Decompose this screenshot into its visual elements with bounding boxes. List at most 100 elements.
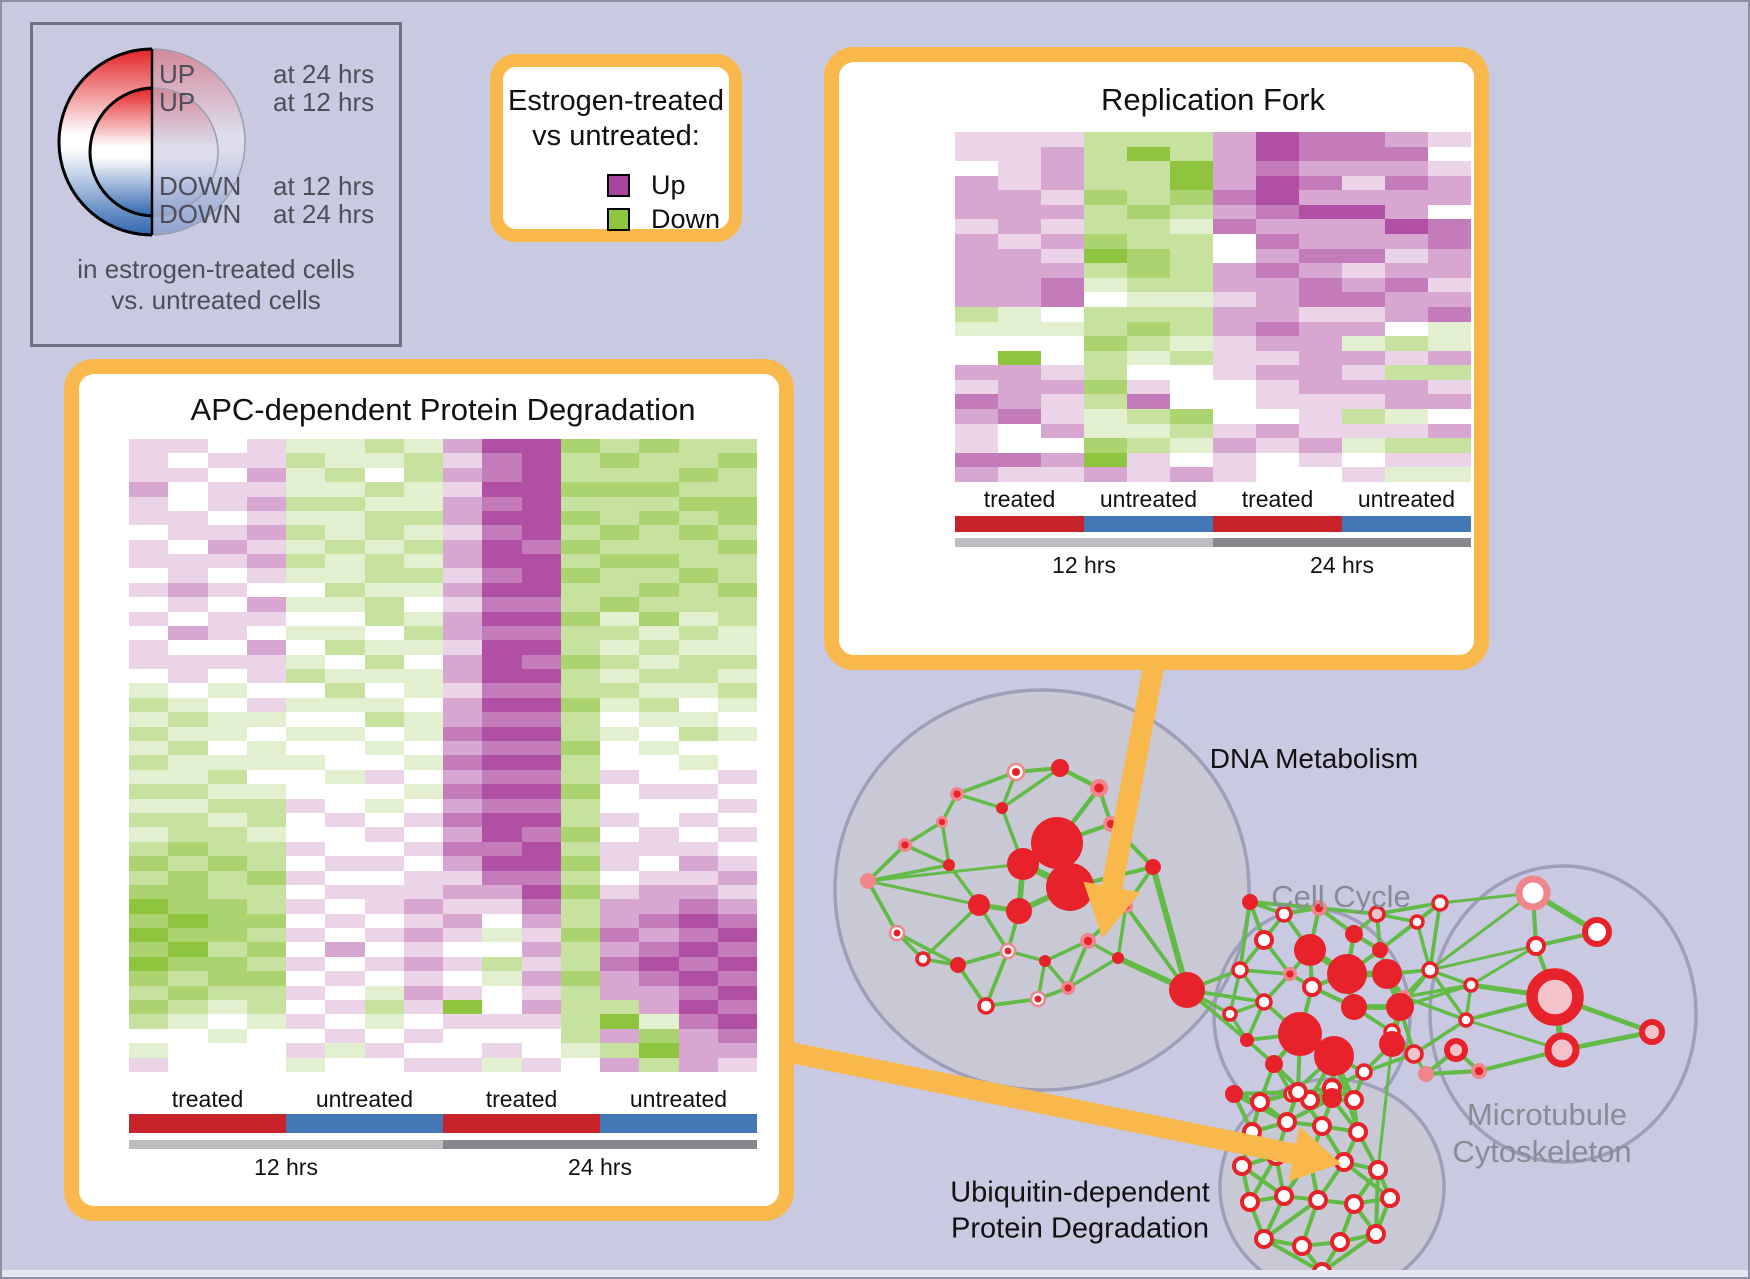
heatmap-cell — [1170, 248, 1213, 264]
heatmap-cell — [1170, 365, 1213, 380]
heatmap-cell — [482, 1057, 522, 1072]
gene-node-up — [1112, 952, 1124, 964]
gene-node-ring — [1254, 1229, 1274, 1249]
network-edge — [1351, 1195, 1393, 1207]
heatmap-cell — [1084, 161, 1127, 176]
heatmap-cell — [168, 928, 208, 943]
network-edge — [1185, 988, 1232, 1016]
heatmap-cell — [1428, 204, 1471, 220]
heatmap-cell — [129, 554, 169, 569]
heatmap-cell — [1127, 350, 1170, 366]
heatmap-cell — [1385, 438, 1428, 453]
heatmap-cell — [364, 568, 404, 583]
heatmap-cell — [246, 712, 286, 727]
network-edge — [1281, 1193, 1321, 1203]
heatmap-cell — [246, 985, 286, 1001]
heatmap-cell — [443, 942, 483, 957]
heatmap-cell — [364, 697, 404, 713]
gene-node-pink — [1283, 967, 1297, 981]
network-edge — [1054, 785, 1102, 846]
heatmap-cell — [443, 510, 483, 526]
heatmap-cell — [207, 856, 247, 871]
heatmap-cell — [1299, 161, 1342, 176]
gene-node-up — [968, 894, 990, 916]
heatmap-cell — [560, 510, 600, 526]
network-edge — [866, 843, 907, 883]
network-edge — [1373, 1195, 1393, 1237]
heatmap-cell — [325, 568, 365, 583]
network-bridge-edge — [1150, 864, 1190, 993]
heatmap-cell — [443, 870, 483, 885]
heatmap-cell — [560, 884, 600, 900]
heatmap-cell — [364, 597, 404, 612]
heatmap-cell — [364, 482, 404, 497]
network-edge — [1016, 884, 1073, 914]
heatmap-cell — [207, 798, 247, 813]
heatmap-cell — [1256, 234, 1299, 249]
heatmap-cell — [325, 928, 365, 943]
heatmap-cell — [1256, 263, 1299, 278]
heatmap-cell — [1385, 467, 1428, 482]
heatmap-cell — [286, 467, 326, 483]
heatmap-cell — [1213, 394, 1256, 410]
gene-node-up — [1007, 848, 1039, 880]
heatmap-cell — [482, 654, 522, 670]
heatmap-cell — [600, 741, 640, 756]
heatmap-cell — [364, 1057, 404, 1072]
heatmap-cell — [1041, 248, 1084, 264]
heatmap-cell — [1084, 336, 1127, 351]
heatmap-cell — [1213, 467, 1256, 482]
heatmap-cell — [286, 712, 326, 727]
heatmap-cell — [639, 1043, 679, 1058]
heatmap-cell — [168, 669, 208, 684]
heatmap-cell — [246, 597, 286, 612]
heatmap-cell — [207, 439, 247, 454]
heatmap-cell — [639, 798, 679, 813]
heatmap-cell — [955, 438, 998, 453]
heatmap-cell — [403, 899, 443, 914]
heatmap-cell — [717, 439, 757, 454]
cluster-label: Microtubule — [1466, 1097, 1628, 1132]
time-label-12hrs: 12 hrs — [254, 1154, 318, 1180]
heatmap-cell — [325, 841, 365, 857]
heatmap-cell — [403, 597, 443, 612]
heatmap-cell — [600, 856, 640, 871]
heatmap-cell — [1127, 379, 1170, 395]
heatmap-cell — [1256, 379, 1299, 395]
heatmap-cell — [560, 870, 600, 885]
heatmap-cell — [1428, 379, 1471, 395]
network-edge — [984, 949, 1010, 1008]
heatmap-cell — [717, 597, 757, 612]
heatmap-cell — [717, 496, 757, 511]
heatmap-cell — [246, 913, 286, 929]
heatmap-cell — [600, 510, 640, 526]
heatmap-cell — [325, 798, 365, 813]
heatmap-cell — [325, 755, 365, 770]
heatmap-cell — [207, 884, 247, 900]
heatmap-cell — [600, 582, 640, 598]
heatmap-cell — [1342, 379, 1385, 395]
time-labels: 12 hrs 24 hrs — [129, 1154, 757, 1181]
heatmap-cell — [168, 798, 208, 813]
heatmap-cell — [600, 568, 640, 583]
heatmap-cell — [443, 654, 483, 670]
heatmap-cell — [443, 856, 483, 871]
heatmap-cell — [286, 611, 326, 626]
heatmap-cell — [207, 697, 247, 713]
gene-node-up — [1341, 994, 1367, 1020]
network-edge — [1262, 938, 1292, 976]
heatmap-cell — [717, 712, 757, 727]
heatmap-cell — [403, 539, 443, 554]
heatmap-cell — [639, 640, 679, 655]
heatmap-cell — [1084, 452, 1127, 468]
heatmap-cell — [521, 467, 561, 483]
network-edge — [1247, 899, 1267, 943]
heatmap-cell — [364, 1028, 404, 1044]
network-edge — [1261, 1236, 1325, 1275]
network-edge — [940, 792, 959, 824]
network-bridge-edge — [1258, 1062, 1276, 1104]
heatmap-cell — [1041, 175, 1084, 191]
sample-group-bar — [443, 1114, 600, 1133]
heatmap-cell — [521, 496, 561, 511]
network-edge — [1295, 1089, 1325, 1129]
